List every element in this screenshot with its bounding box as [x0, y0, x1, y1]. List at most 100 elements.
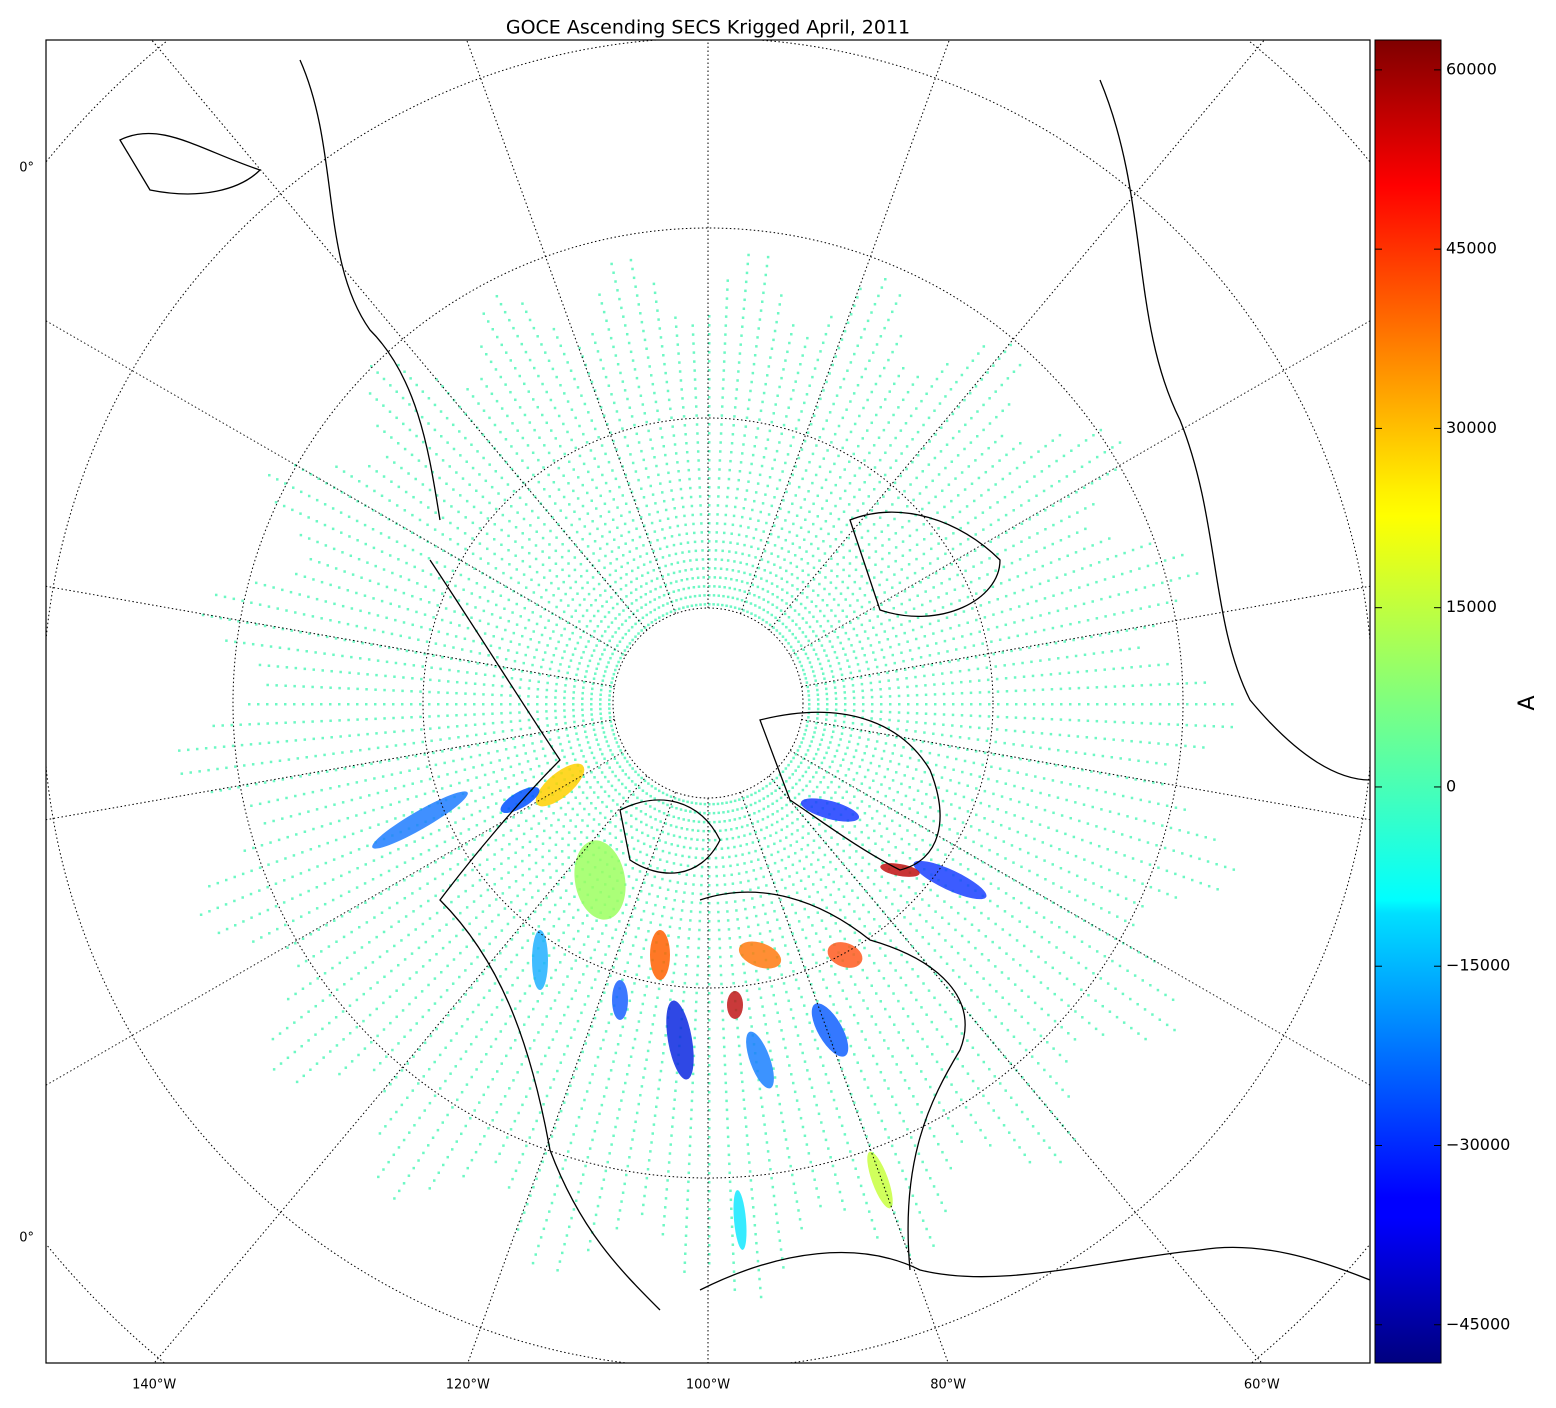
- data-dot: [924, 684, 927, 687]
- data-dot: [860, 723, 864, 726]
- data-dot: [942, 682, 945, 686]
- data-dot: [765, 264, 769, 268]
- data-dot: [547, 451, 551, 455]
- data-dot: [717, 486, 720, 489]
- data-dot: [986, 573, 989, 576]
- data-dot: [473, 723, 477, 726]
- data-dot: [1060, 703, 1063, 706]
- data-dot: [843, 714, 846, 718]
- data-dot: [791, 863, 795, 867]
- data-dot: [1058, 972, 1062, 975]
- data-dot: [629, 591, 633, 595]
- data-dot: [987, 690, 991, 694]
- data-dot: [807, 1152, 811, 1155]
- data-dot: [1206, 860, 1210, 863]
- data-dot: [338, 703, 341, 706]
- data-dot: [846, 321, 850, 324]
- data-dot: [535, 603, 539, 606]
- data-dot: [1030, 616, 1034, 620]
- data-dot: [500, 693, 503, 697]
- data-dot: [347, 718, 350, 722]
- data-dot: [678, 370, 682, 373]
- data-dot: [732, 1261, 735, 1264]
- data-dot: [757, 596, 761, 599]
- data-dot: [884, 663, 888, 667]
- data-dot: [415, 610, 418, 614]
- data-dot: [278, 646, 282, 649]
- data-dot: [795, 514, 799, 517]
- data-dot: [868, 786, 872, 790]
- data-dot: [769, 532, 773, 536]
- data-dot: [670, 562, 673, 566]
- data-dot: [569, 369, 573, 372]
- data-dot: [1133, 901, 1136, 904]
- data-dot: [640, 585, 643, 588]
- data-dot: [784, 461, 787, 465]
- data-dot: [946, 1042, 949, 1046]
- data-dot: [525, 310, 528, 314]
- data-dot: [914, 892, 917, 895]
- data-dot: [751, 564, 755, 568]
- data-dot: [812, 522, 815, 526]
- data-dot: [708, 459, 711, 462]
- data-dot: [275, 703, 278, 706]
- data-dot: [320, 788, 323, 792]
- data-dot: [808, 625, 812, 629]
- data-dot: [945, 419, 949, 423]
- data-dot: [748, 398, 751, 402]
- data-dot: [772, 412, 775, 415]
- data-dot: [906, 685, 909, 689]
- data-dot: [687, 468, 691, 472]
- data-dot: [602, 310, 606, 314]
- data-dot: [578, 454, 582, 458]
- data-dot: [458, 659, 462, 662]
- data-dot: [585, 625, 589, 628]
- data-dot: [996, 501, 999, 504]
- data-dot: [1070, 449, 1073, 452]
- data-dot: [863, 459, 866, 462]
- data-dot: [858, 991, 861, 994]
- data-dot: [1171, 998, 1175, 1002]
- data-dot: [712, 811, 716, 815]
- data-dot: [1048, 747, 1051, 751]
- data-dot: [745, 843, 749, 846]
- data-dot: [797, 1209, 800, 1212]
- data-dot: [823, 614, 826, 618]
- data-dot: [742, 507, 746, 510]
- data-dot: [1203, 681, 1207, 684]
- data-dot: [292, 854, 296, 857]
- data-dot: [769, 571, 772, 575]
- data-dot: [1044, 527, 1047, 531]
- data-dot: [982, 403, 985, 407]
- data-dot: [953, 588, 957, 591]
- data-dot: [593, 629, 596, 633]
- data-dot: [402, 621, 406, 624]
- data-dot: [931, 479, 934, 483]
- data-dot: [275, 684, 278, 687]
- data-dot: [512, 489, 516, 493]
- data-dot: [414, 477, 417, 481]
- data-dot: [383, 703, 386, 706]
- data-dot: [1084, 898, 1087, 902]
- data-dot: [872, 523, 876, 526]
- data-dot: [535, 757, 538, 760]
- data-dot: [351, 832, 355, 836]
- data-dot: [563, 650, 566, 653]
- data-dot: [1149, 722, 1153, 725]
- data-dot: [1017, 605, 1021, 608]
- data-dot: [933, 1093, 936, 1097]
- data-dot: [817, 748, 820, 751]
- data-dot: [783, 612, 787, 616]
- data-dot: [951, 692, 955, 695]
- data-dot: [737, 533, 741, 537]
- data-dot: [485, 663, 488, 667]
- data-dot: [496, 335, 499, 339]
- data-dot: [251, 763, 255, 766]
- data-dot: [956, 1057, 959, 1061]
- data-dot: [1075, 915, 1078, 918]
- data-dot: [469, 650, 473, 653]
- data-dot: [557, 669, 561, 673]
- data-dot: [944, 853, 947, 856]
- data-dot: [1120, 572, 1124, 576]
- data-dot: [884, 398, 887, 401]
